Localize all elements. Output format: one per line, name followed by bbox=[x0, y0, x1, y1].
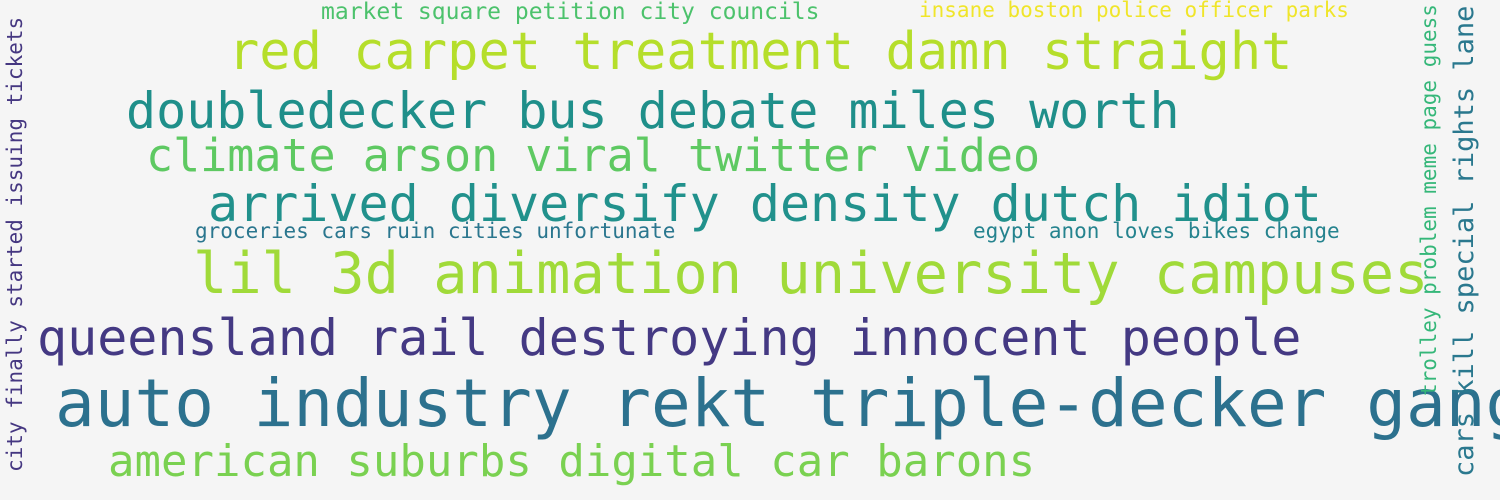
phrase-egypt-anon: egypt anon loves bikes change bbox=[973, 219, 1340, 243]
phrase-auto-industry: auto industry rekt triple-decker gang bbox=[55, 365, 1500, 442]
phrase-climate-arson: climate arson viral twitter video bbox=[146, 129, 1041, 182]
phrase-american-suburbs: american suburbs digital car barons bbox=[108, 436, 1036, 487]
phrase-city-finally: city finally started issuing tickets bbox=[3, 16, 27, 472]
phrase-trolley-problem: trolley problem meme page guess bbox=[1417, 4, 1441, 396]
phrase-arrived-diversify: arrived diversify density dutch idiot bbox=[208, 175, 1322, 233]
phrase-red-carpet: red carpet treatment damn straight bbox=[228, 22, 1293, 82]
phrase-lil-3d-animation: lil 3d animation university campuses bbox=[193, 241, 1429, 307]
phrase-cars-kill: cars kill special rights lane bbox=[1449, 5, 1480, 477]
phrase-market-square: market square petition city councils bbox=[321, 0, 820, 25]
phrase-doubledecker-bus: doubledecker bus debate miles worth bbox=[126, 82, 1180, 140]
phrase-groceries-cars: groceries cars ruin cities unfortunate bbox=[195, 219, 676, 243]
phrase-insane-boston: insane boston police officer parks bbox=[919, 0, 1349, 22]
phrase-queensland-rail: queensland rail destroying innocent peop… bbox=[37, 309, 1302, 367]
